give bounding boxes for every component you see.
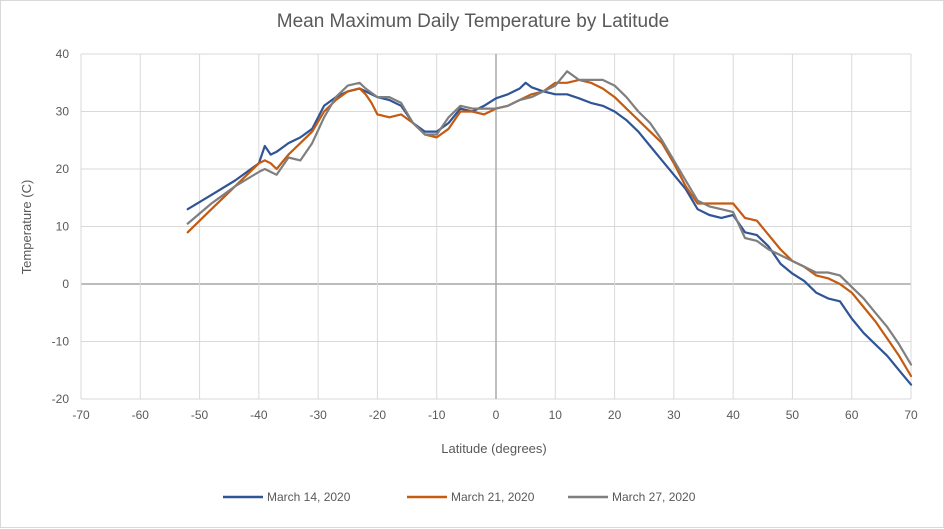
series-line-2 — [186, 78, 913, 378]
y-tick-label: -20 — [52, 392, 70, 406]
x-tick-label: -10 — [428, 408, 446, 422]
y-tick-label: 30 — [56, 105, 70, 119]
y-tick-label: 10 — [56, 220, 70, 234]
chart-title: Mean Maximum Daily Temperature by Latitu… — [277, 11, 670, 32]
x-tick-label: 30 — [667, 408, 681, 422]
y-axis-title: Temperature (C) — [19, 180, 34, 275]
x-axis-title: Latitude (degrees) — [441, 441, 547, 456]
series-lines — [186, 70, 913, 386]
y-tick-label: 0 — [62, 277, 69, 291]
x-tick-label: 20 — [608, 408, 622, 422]
tick-labels: -20 -10 0 10 20 30 40 -70 -60 -50 -40 -30 -20 -10 0 10 2… — [52, 47, 918, 422]
x-tick-label: 40 — [726, 408, 740, 422]
x-tick-label: 0 — [493, 408, 500, 422]
x-tick-label: 70 — [904, 408, 918, 422]
y-tick-label: -10 — [52, 335, 70, 349]
legend-label-1: March 14, 2020 — [267, 490, 351, 504]
gridlines — [80, 53, 912, 400]
x-tick-label: 60 — [845, 408, 859, 422]
y-tick-label: 20 — [56, 162, 70, 176]
legend-label-2: March 21, 2020 — [451, 490, 535, 504]
x-tick-label: -60 — [132, 408, 150, 422]
x-tick-label: -20 — [369, 408, 387, 422]
x-tick-label: -30 — [309, 408, 327, 422]
series-line-1 — [186, 81, 913, 386]
y-tick-label: 40 — [56, 47, 70, 61]
legend-label-3: March 27, 2020 — [612, 490, 696, 504]
x-tick-label: -40 — [250, 408, 268, 422]
x-tick-label: 10 — [549, 408, 563, 422]
x-tick-label: -70 — [72, 408, 90, 422]
x-tick-label: 50 — [786, 408, 800, 422]
series-line-3 — [186, 70, 913, 366]
x-tick-label: -50 — [191, 408, 209, 422]
legend: March 14, 2020 March 21, 2020 March 27, 20… — [223, 490, 696, 504]
